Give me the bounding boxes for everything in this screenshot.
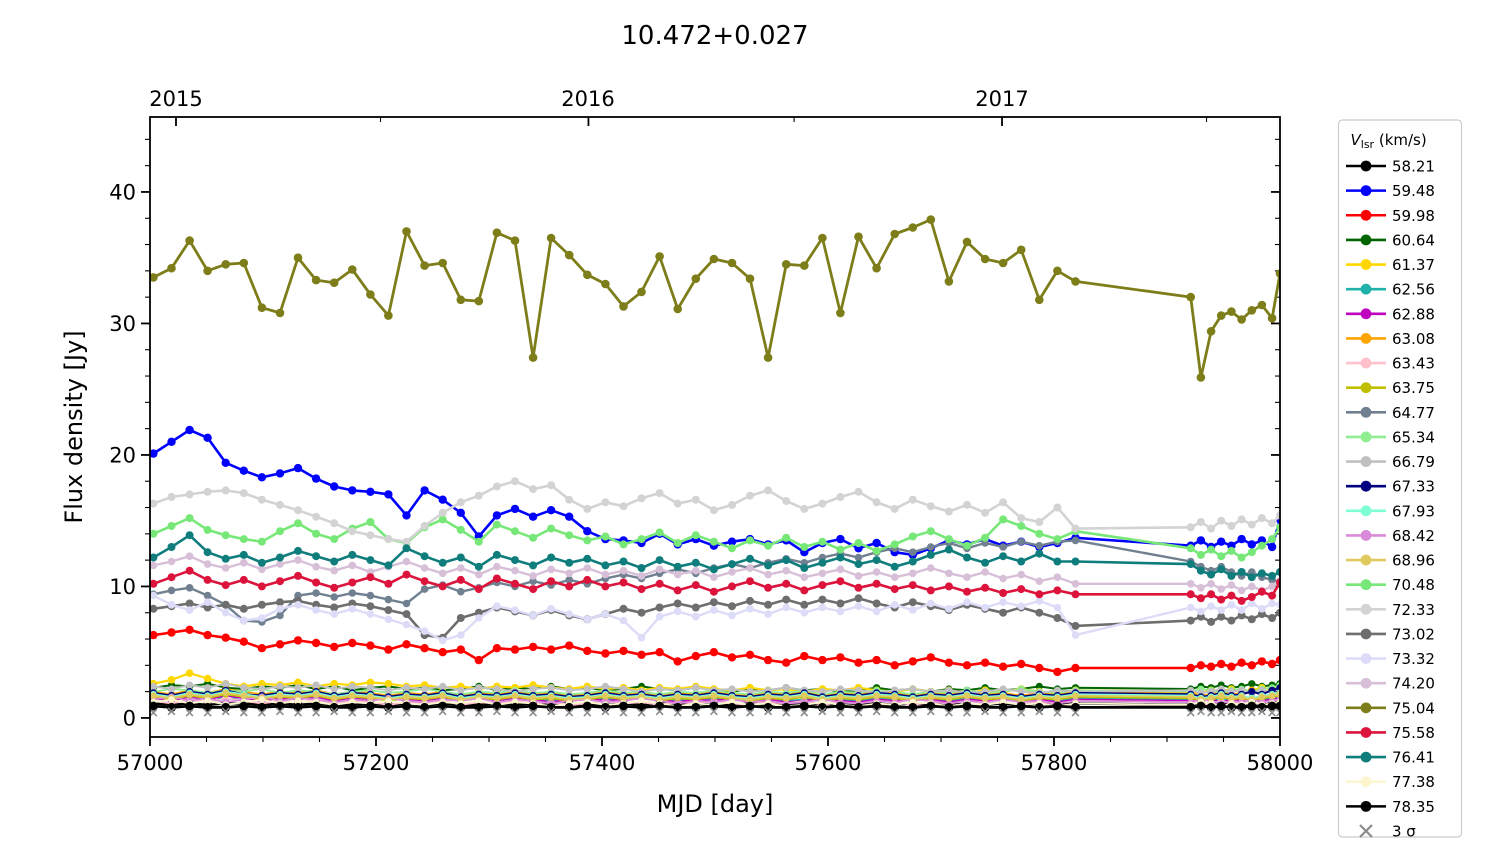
legend-entry-74.20: 74.20: [1346, 675, 1435, 693]
legend-entry-72.33: 72.33: [1346, 601, 1435, 619]
x-tick-label: 57800: [1021, 751, 1088, 775]
legend-entry-67.33: 67.33: [1346, 478, 1435, 496]
legend-entry-62.56: 62.56: [1346, 281, 1435, 299]
x-tick-label: 57000: [117, 751, 184, 775]
legend-entry-label: 3 σ: [1392, 823, 1416, 841]
legend-entry-61.37: 61.37: [1346, 256, 1435, 274]
series-73.02: [150, 594, 1280, 642]
legend-entry-label: 74.20: [1392, 675, 1435, 693]
legend-entry-63.08: 63.08: [1346, 330, 1435, 348]
legend-entry-68.42: 68.42: [1346, 527, 1435, 545]
legend-entry-label: 58.21: [1392, 158, 1435, 176]
legend-entry-73.02: 73.02: [1346, 625, 1435, 643]
year-label-2015: 2015: [149, 87, 202, 111]
legend-entry-58.21: 58.21: [1346, 158, 1435, 176]
axis-ticks: 57000 57200 57400 57600 57800 58000 0 10 20 30 40: [109, 117, 1313, 775]
y-tick-label: 0: [123, 706, 136, 730]
legend-entry-77.38: 77.38: [1346, 773, 1435, 791]
legend-entry-label: 63.43: [1392, 355, 1435, 373]
legend-entry-label: 60.64: [1392, 231, 1435, 249]
year-label-2017: 2017: [975, 87, 1028, 111]
y-tick-label: 10: [109, 575, 136, 599]
legend-entry-label: 67.33: [1392, 478, 1435, 496]
legend-entry-label: 67.93: [1392, 502, 1435, 520]
series-76.41: [150, 531, 1280, 582]
legend-entry-59.98: 59.98: [1346, 207, 1435, 225]
legend-entry-label: 70.48: [1392, 576, 1435, 594]
x-tick-label: 57400: [569, 751, 636, 775]
y-tick-label: 40: [109, 180, 136, 204]
legend-entry-label: 68.42: [1392, 527, 1435, 545]
x-tick-label: 57600: [795, 751, 862, 775]
legend-entry-60.64: 60.64: [1346, 231, 1435, 249]
legend-entry-65.34: 65.34: [1346, 428, 1435, 446]
series-3σ: [150, 707, 1280, 717]
legend-entry-label: 72.33: [1392, 601, 1435, 619]
series-75.04: [150, 215, 1280, 382]
y-tick-label: 20: [109, 443, 136, 467]
year-label-2016: 2016: [561, 87, 614, 111]
legend-entry-label: 59.98: [1392, 207, 1435, 225]
legend-entry-label: 75.04: [1392, 699, 1435, 717]
legend-entry-label: 75.58: [1392, 724, 1435, 742]
legend-title-subscript: lsr: [1361, 138, 1375, 151]
legend-entry-label: 68.96: [1392, 552, 1435, 570]
legend-entry-59.48: 59.48: [1346, 182, 1435, 200]
x-tick-label: 57200: [343, 751, 410, 775]
legend-entry-67.93: 67.93: [1346, 502, 1435, 520]
legend-entry-63.75: 63.75: [1346, 379, 1435, 397]
legend-entry-66.79: 66.79: [1346, 453, 1435, 471]
series-75.58: [150, 566, 1280, 605]
series-68.96: [150, 689, 1280, 703]
legend-entry-label: 73.32: [1392, 650, 1435, 668]
legend-title-units: (km/s): [1374, 131, 1427, 149]
legend-entry-label: 76.41: [1392, 749, 1435, 767]
legend-entry-76.41: 76.41: [1346, 749, 1435, 767]
x-tick-label: 58000: [1247, 751, 1314, 775]
legend-entry-label: 62.88: [1392, 305, 1435, 323]
chart-title: 10.472+0.027: [621, 21, 808, 51]
legend-entry-label: 73.02: [1392, 625, 1435, 643]
legend-entry-64.77: 64.77: [1346, 404, 1435, 422]
legend-title: Vlsr (km/s): [1351, 131, 1427, 151]
legend-entry-75.58: 75.58: [1346, 724, 1435, 742]
legend-entry-label: 63.75: [1392, 379, 1435, 397]
legend-entry-62.88: 62.88: [1346, 305, 1435, 323]
legend-entry-68.96: 68.96: [1346, 552, 1435, 570]
x-axis-label: MJD [day]: [657, 790, 774, 818]
legend-entry-63.43: 63.43: [1346, 355, 1435, 373]
legend-title-variable: V: [1351, 131, 1363, 149]
legend-entry-label: 78.35: [1392, 798, 1435, 816]
y-axis-label: Flux density [Jy]: [60, 330, 88, 523]
series-74.20: [150, 552, 1280, 595]
legend-entry-label: 65.34: [1392, 428, 1435, 446]
legend-entry-label: 77.38: [1392, 773, 1435, 791]
legend-entry-3σ: 3 σ: [1359, 823, 1416, 841]
legend-entry-label: 64.77: [1392, 404, 1435, 422]
legend-entry-label: 61.37: [1392, 256, 1435, 274]
legend-entry-label: 59.48: [1392, 182, 1435, 200]
legend-entry-78.35: 78.35: [1346, 798, 1435, 816]
legend-entry-70.48: 70.48: [1346, 576, 1435, 594]
series-59.98: [150, 625, 1280, 677]
legend: Vlsr (km/s) 58.21 59.48 59.98 60.64 61.37 62.5…: [1337, 119, 1463, 841]
legend-entry-label: 62.56: [1392, 281, 1435, 299]
series-73.32: [150, 591, 1280, 645]
legend-entry-73.32: 73.32: [1346, 650, 1435, 668]
plot-frame: [149, 116, 1281, 738]
legend-entry-label: 63.08: [1392, 330, 1435, 348]
series-72.33: [150, 477, 1280, 546]
legend-entry-label: 66.79: [1392, 453, 1435, 471]
y-tick-label: 30: [109, 312, 136, 336]
legend-entry-75.04: 75.04: [1346, 699, 1435, 717]
data-series: [150, 215, 1280, 717]
